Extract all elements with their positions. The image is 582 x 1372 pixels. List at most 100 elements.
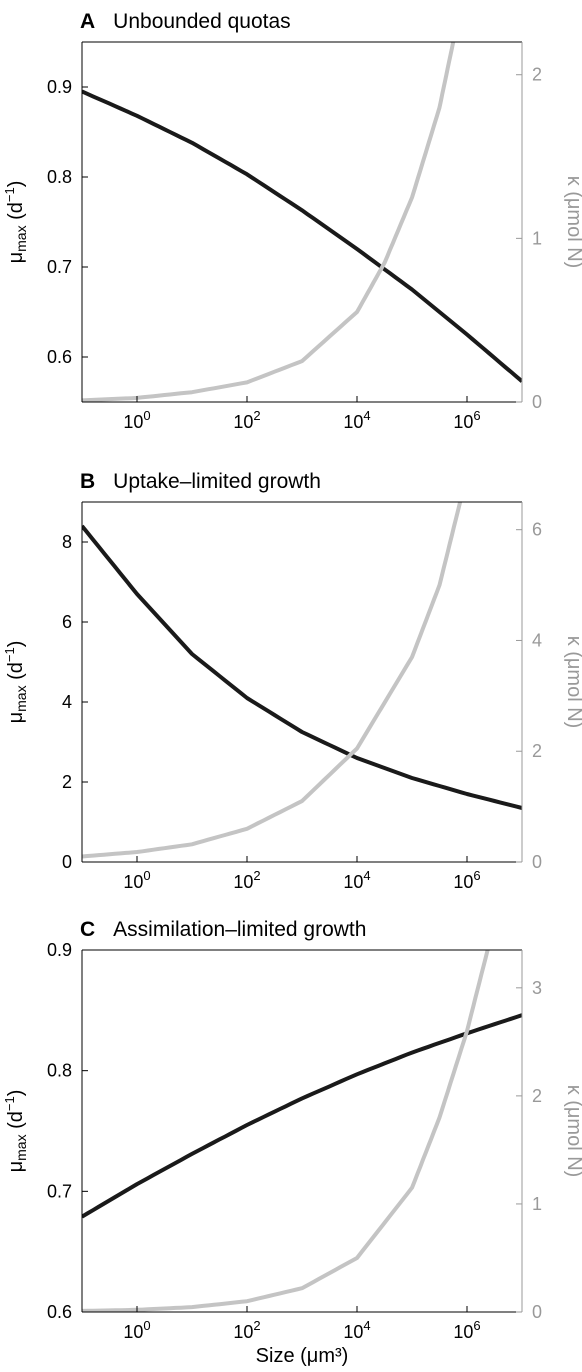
x-tick-label: 106: [453, 408, 480, 432]
x-tick-label: 100: [123, 408, 150, 432]
x-tick-label: 100: [123, 868, 150, 892]
mu-max-curve: [82, 1013, 522, 1219]
x-tick-label: 104: [343, 868, 370, 892]
y-tick-label-right: 1: [532, 228, 542, 248]
y-label-mu: μ: [5, 1161, 27, 1173]
y-label-superscript: −1: [2, 187, 17, 202]
kappa-curve: [82, 502, 463, 859]
x-tick-base: 10: [123, 1322, 143, 1342]
y-tick-label-left: 0.8: [47, 167, 72, 187]
y-tick-label-left: 0.8: [47, 1061, 72, 1081]
x-tick-label: 106: [453, 1318, 480, 1342]
x-axis-label: Size (μm³): [256, 1345, 349, 1367]
y-tick-label-right: 2: [532, 741, 542, 761]
y-tick-label-right: 0: [532, 1302, 542, 1322]
x-tick-exponent: 4: [363, 868, 370, 883]
y-label-close: ): [5, 1090, 27, 1097]
x-tick-label: 100: [123, 1318, 150, 1342]
panel-letter: C: [80, 918, 95, 941]
x-tick-exponent: 0: [143, 408, 150, 423]
y-tick-label-right: 0: [532, 852, 542, 872]
x-tick-label: 104: [343, 408, 370, 432]
x-tick-label: 102: [233, 868, 260, 892]
y-tick-label-left: 8: [62, 532, 72, 552]
y-tick-label-left: 0.9: [47, 940, 72, 960]
y-tick-label-right: 3: [532, 978, 542, 998]
y-axis-label-right: κ (μmol N): [563, 636, 582, 729]
x-tick-exponent: 2: [253, 868, 260, 883]
y-label-mu: μ: [5, 712, 27, 724]
y-label-subscript: max: [13, 685, 29, 711]
panel-title-text: Unbounded quotas: [113, 10, 291, 33]
x-tick-base: 10: [233, 412, 253, 432]
y-tick-label-right: 4: [532, 630, 542, 650]
y-label-close: ): [5, 181, 27, 188]
y-tick-label-right: 2: [532, 1086, 542, 1106]
x-tick-base: 10: [233, 872, 253, 892]
y-label-superscript: −1: [2, 1096, 17, 1111]
y-label-unit: (d: [5, 202, 27, 225]
x-tick-base: 10: [343, 412, 363, 432]
y-tick-label-left: 6: [62, 612, 72, 632]
x-tick-label: 102: [233, 1318, 260, 1342]
x-tick-exponent: 2: [253, 1318, 260, 1333]
y-label-mu: μ: [5, 252, 27, 264]
y-tick-label-left: 4: [62, 692, 72, 712]
x-tick-base: 10: [123, 872, 143, 892]
x-tick-label: 102: [233, 408, 260, 432]
panel-title: A Unbounded quotas: [80, 10, 291, 33]
y-axis-label-left: μmax (d−1): [2, 181, 29, 264]
y-tick-label-left: 0: [62, 852, 72, 872]
y-label-superscript: −1: [2, 647, 17, 662]
panel-title: B Uptake–limited growth: [80, 470, 321, 493]
x-tick-exponent: 0: [143, 868, 150, 883]
x-tick-base: 10: [453, 412, 473, 432]
y-label-unit: (d: [5, 1111, 27, 1134]
panel-title: C Assimilation–limited growth: [80, 918, 366, 941]
mu-max-curve: [82, 89, 522, 383]
y-label-close: ): [5, 641, 27, 648]
y-tick-label-right: 0: [532, 392, 542, 412]
y-label-subscript: max: [13, 1134, 29, 1160]
y-label-subscript: max: [13, 225, 29, 251]
mu-max-curve: [82, 524, 522, 810]
x-tick-label: 106: [453, 868, 480, 892]
x-tick-base: 10: [453, 872, 473, 892]
kappa-curve: [82, 950, 490, 1312]
y-label-unit: (d: [5, 662, 27, 685]
x-tick-base: 10: [233, 1322, 253, 1342]
y-tick-label-left: 0.6: [47, 1302, 72, 1322]
y-tick-label-left: 2: [62, 772, 72, 792]
panel-letter: A: [80, 10, 95, 33]
x-tick-exponent: 6: [473, 1318, 480, 1333]
x-tick-base: 10: [123, 412, 143, 432]
x-tick-exponent: 2: [253, 408, 260, 423]
panel-letter: B: [80, 470, 95, 493]
x-tick-base: 10: [343, 872, 363, 892]
y-tick-label-left: 0.7: [47, 1181, 72, 1201]
y-tick-label-right: 6: [532, 520, 542, 540]
kappa-curve: [82, 42, 456, 402]
x-tick-exponent: 4: [363, 1318, 370, 1333]
y-axis-label-left: μmax (d−1): [2, 641, 29, 724]
y-tick-label-left: 0.9: [47, 77, 72, 97]
y-tick-label-right: 2: [532, 65, 542, 85]
x-tick-exponent: 6: [473, 408, 480, 423]
panel-title-text: Assimilation–limited growth: [113, 918, 366, 941]
y-axis-label-right: κ (μmol N): [563, 1085, 582, 1178]
y-axis-label-left: μmax (d−1): [2, 1090, 29, 1173]
x-tick-exponent: 4: [363, 408, 370, 423]
y-tick-label-right: 1: [532, 1194, 542, 1214]
y-tick-label-left: 0.6: [47, 347, 72, 367]
x-tick-label: 104: [343, 1318, 370, 1342]
panel-title-text: Uptake–limited growth: [113, 470, 321, 493]
x-tick-base: 10: [453, 1322, 473, 1342]
x-tick-exponent: 0: [143, 1318, 150, 1333]
y-axis-label-right: κ (μmol N): [563, 176, 582, 269]
y-tick-label-left: 0.7: [47, 257, 72, 277]
x-tick-base: 10: [343, 1322, 363, 1342]
